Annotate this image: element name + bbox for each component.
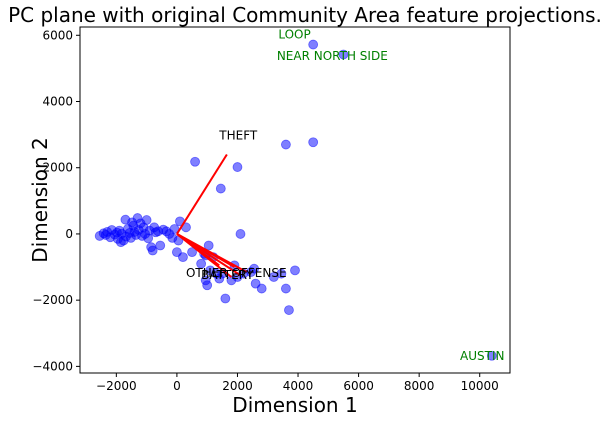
area-annotation: LOOP (278, 28, 310, 42)
feature-vector (176, 233, 233, 278)
area-annotation: NEAR NORTH SIDE (277, 49, 388, 63)
data-point (141, 215, 152, 225)
x-tick-label: 10000 (461, 379, 499, 393)
data-point (178, 252, 188, 263)
feature-vector (176, 233, 242, 277)
data-point (338, 49, 349, 60)
data-point (202, 280, 213, 291)
x-tick-label: 0 (173, 379, 181, 393)
data-point (256, 283, 267, 294)
feature-label: BATTERY (201, 268, 254, 282)
plot-frame (79, 26, 511, 374)
feature-vector (176, 153, 228, 235)
data-point (281, 283, 291, 294)
data-point (232, 162, 243, 172)
x-axis-ticks: −2000 0 2000 4000 6000 8000 10000 (96, 373, 499, 393)
data-point (220, 293, 231, 304)
feature-label: OTHER OFFENSE (186, 266, 287, 280)
data-point (147, 245, 158, 256)
data-point (196, 258, 207, 269)
feature-label: THEFT (218, 129, 258, 143)
data-point (486, 350, 497, 361)
y-axis-ticks: −4000 −2000 0 2000 4000 6000 (32, 28, 80, 373)
x-tick-label: 8000 (404, 379, 435, 393)
community-area-annotations: LOOP NEAR NORTH SIDE AUSTIN (277, 28, 505, 363)
data-point (155, 240, 166, 251)
y-tick-label: 4000 (42, 94, 73, 108)
x-tick-label: −2000 (96, 379, 137, 393)
data-point (190, 156, 200, 167)
y-axis-label: Dimension 2 (28, 137, 52, 262)
y-tick-label: 2000 (42, 161, 73, 175)
chart-title: PC plane with original Community Area fe… (8, 3, 602, 27)
area-annotation: AUSTIN (460, 349, 504, 363)
feature-vectors (176, 153, 248, 278)
data-point (284, 305, 294, 315)
x-axis-label: Dimension 1 (232, 393, 357, 417)
scatter-points (94, 39, 497, 361)
x-tick-label: 2000 (222, 379, 253, 393)
data-point (203, 240, 214, 251)
data-point (308, 137, 319, 148)
data-point (308, 39, 319, 50)
data-point (290, 265, 300, 276)
y-tick-label: 0 (65, 227, 73, 241)
x-tick-label: 6000 (343, 379, 374, 393)
data-point (281, 139, 291, 150)
y-tick-label: −4000 (32, 359, 73, 373)
data-point (276, 268, 287, 279)
y-tick-label: 6000 (42, 28, 73, 42)
data-point (235, 229, 246, 239)
data-point (215, 183, 226, 194)
y-tick-label: −2000 (32, 293, 73, 307)
x-tick-label: 4000 (283, 379, 314, 393)
data-point (187, 247, 197, 258)
data-point (249, 263, 260, 274)
